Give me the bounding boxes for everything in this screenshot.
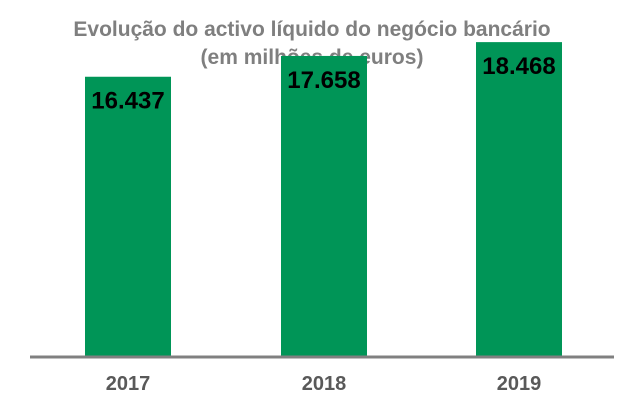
chart-title: Evolução do activo líquido do negócio ba…	[73, 18, 550, 41]
value-label-2019: 18.468	[482, 53, 555, 80]
value-labels-group: 16.437 17.658 18.468	[91, 53, 555, 115]
x-tick-labels-group: 2017 2018 2019	[106, 373, 542, 395]
value-label-2018: 17.658	[287, 67, 360, 94]
x-tick-label-2019: 2019	[497, 373, 542, 395]
bars-group	[85, 42, 562, 358]
bar-2018	[281, 55, 367, 358]
x-tick-label-2018: 2018	[302, 373, 347, 395]
x-tick-label-2017: 2017	[106, 373, 151, 395]
bar-2019	[476, 42, 562, 357]
bar-2017	[85, 76, 171, 358]
value-label-2017: 16.437	[91, 88, 164, 115]
